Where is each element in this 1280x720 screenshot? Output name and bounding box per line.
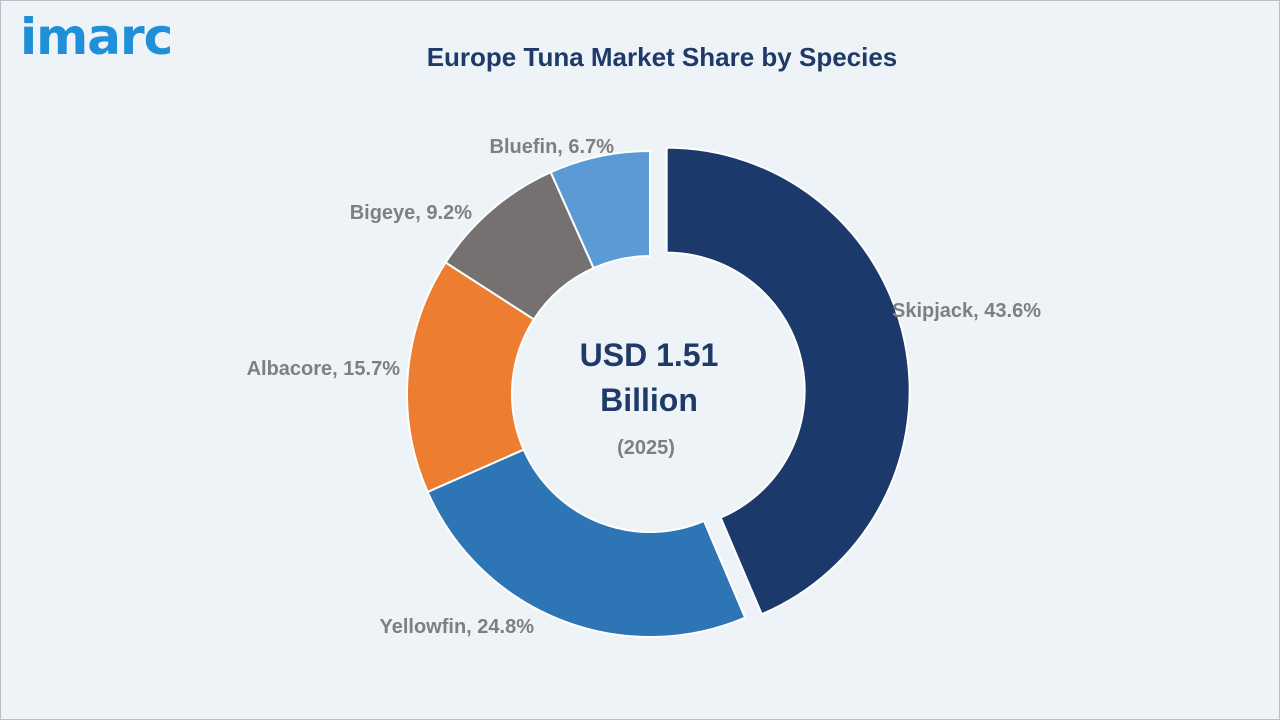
center-value-line1: USD 1.51 bbox=[580, 337, 719, 373]
label-yellowfin: Yellowfin, 24.8% bbox=[379, 616, 534, 638]
slice-albacore bbox=[406, 261, 536, 494]
chart-title: Europe Tuna Market Share by Species bbox=[426, 42, 898, 72]
label-bigeye: Bigeye, 9.2% bbox=[350, 202, 473, 224]
donut-slices bbox=[406, 146, 911, 638]
slice-skipjack bbox=[665, 146, 911, 616]
label-bluefin: Bluefin, 6.7% bbox=[490, 136, 615, 158]
imarc-logo: imarc bbox=[20, 8, 173, 66]
center-year: (2025) bbox=[617, 437, 675, 459]
label-albacore: Albacore, 15.7% bbox=[247, 358, 401, 380]
slice-labels: Skipjack, 43.6% Yellowfin, 24.8% Albacore,… bbox=[247, 136, 1042, 638]
label-skipjack: Skipjack, 43.6% bbox=[892, 300, 1041, 322]
slice-yellowfin bbox=[426, 448, 747, 638]
slice-bluefin bbox=[549, 149, 651, 270]
center-value-line2: Billion bbox=[600, 382, 698, 418]
center-text: USD 1.51 Billion (2025) bbox=[580, 337, 719, 459]
